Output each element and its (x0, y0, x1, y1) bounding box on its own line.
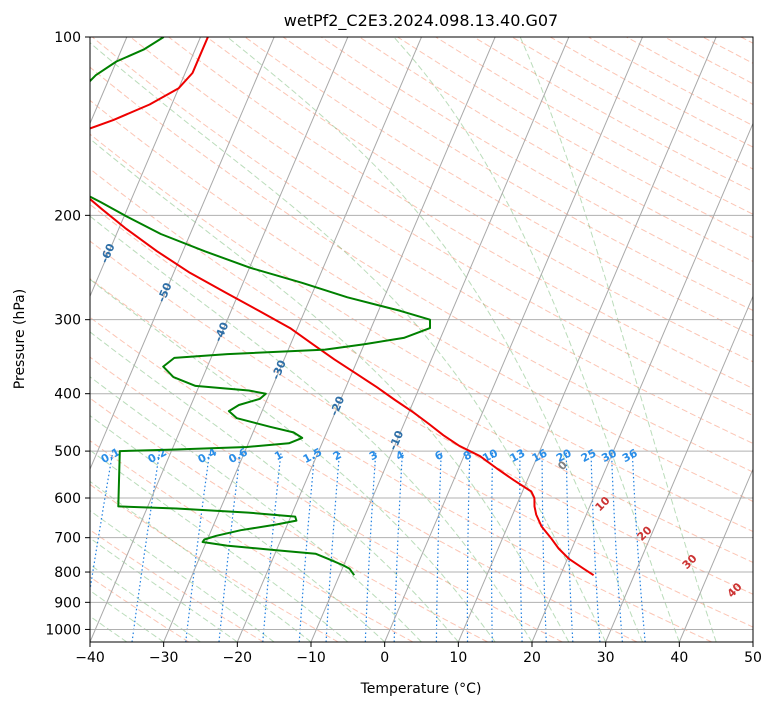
isotherm-line (163, 37, 422, 642)
mixing-ratio-line (90, 450, 114, 594)
moist-adiabat (90, 589, 164, 642)
x-tick-label: 50 (744, 650, 762, 666)
isotherm-line (605, 295, 753, 642)
chart-title: wetPf2_C2E3.2024.098.13.40.G07 (284, 11, 558, 31)
moist-adiabat (90, 480, 312, 642)
isobars (90, 37, 753, 630)
mixing-ratio-line (631, 451, 646, 642)
x-tick-label: 0 (380, 650, 389, 666)
y-tick-label: 700 (54, 531, 81, 547)
isotherm-line (678, 467, 753, 642)
dry-adiabat (90, 483, 339, 642)
dewpoint-profile-line (90, 37, 431, 576)
moist-adiabat (90, 331, 459, 642)
x-tick-label: 20 (523, 650, 541, 666)
y-tick-label: 400 (54, 387, 81, 403)
x-axis: −40 −30 −20 −10 0 10 20 30 40 50 (75, 642, 762, 666)
y-tick-label: 200 (54, 208, 81, 224)
isotherm-line (90, 37, 349, 642)
isotherm-line (90, 37, 275, 471)
moist-adiabat (90, 415, 386, 642)
x-tick-label: 10 (449, 650, 467, 666)
y-axis: 100 200 300 400 500 600 700 800 900 1000 (45, 30, 90, 638)
x-tick-label: 30 (597, 650, 615, 666)
y-tick-label: 900 (54, 595, 81, 611)
y-tick-label: 600 (54, 491, 81, 507)
isotherms (90, 37, 753, 642)
x-tick-label: 40 (670, 650, 688, 666)
dry-adiabat (90, 316, 638, 642)
dry-adiabat (90, 203, 753, 595)
mixing-ratio-label: 30 (599, 446, 619, 465)
moist-adiabat (90, 278, 496, 642)
mixing-ratio-label: 16 (530, 446, 550, 465)
x-tick-label: −40 (75, 650, 105, 666)
y-tick-label: 1000 (45, 622, 81, 638)
dry-adiabat (90, 356, 563, 642)
profile-series (90, 37, 595, 577)
y-tick-label: 500 (54, 444, 81, 460)
plot-frame (89, 36, 754, 643)
moist-adiabat (90, 215, 533, 642)
dry-adiabat (282, 37, 753, 312)
dry-adiabat (90, 66, 753, 473)
moist-adiabat (393, 37, 680, 642)
moist-adiabats (90, 37, 717, 642)
moist-adiabat (90, 138, 570, 642)
isotherm-line (531, 122, 753, 642)
isotherm-line (90, 37, 201, 298)
x-tick-label: −20 (223, 650, 253, 666)
moist-adiabat (90, 537, 238, 642)
mixing-ratio-line (298, 451, 316, 642)
temperature-profile-line (90, 37, 595, 577)
mixing-ratio-label: 13 (508, 446, 528, 465)
mixing-ratio-line (185, 451, 211, 642)
x-tick-label: −30 (149, 650, 179, 666)
dry-adiabat (90, 240, 753, 628)
mixing-ratio-label: 20 (554, 446, 574, 465)
plot-area: -100-90-80-70-60-50-40-30-20-100.10.20.4… (90, 37, 753, 642)
y-tick-label: 100 (54, 30, 81, 46)
moist-adiabat (519, 37, 717, 642)
dry-adiabat (90, 397, 488, 642)
isotherm-line (384, 37, 643, 642)
moist-adiabat (90, 376, 422, 642)
dry-adiabat (206, 37, 753, 363)
isotherm-line (236, 37, 496, 642)
moist-adiabat (90, 564, 201, 642)
mixing-ratio-label: 25 (579, 446, 599, 465)
x-axis-label: Temperature (°C) (360, 681, 482, 697)
dry-adiabat (90, 576, 190, 642)
mixing-ratio-line (262, 451, 282, 642)
moist-adiabat (227, 37, 643, 642)
isotherm-line (310, 37, 570, 642)
y-tick-label: 300 (54, 313, 81, 329)
x-tick-label: −10 (296, 650, 326, 666)
moist-adiabat (90, 449, 349, 642)
moist-adiabat (90, 42, 607, 642)
y-axis-label: Pressure (hPa) (12, 289, 28, 389)
mixing-ratio-line (218, 451, 242, 642)
dry-adiabat (130, 37, 753, 417)
dry-adiabat (90, 168, 753, 563)
isotherm-line (457, 37, 717, 642)
mixing-ratio-label: 36 (620, 446, 640, 465)
y-tick-label: 800 (54, 565, 81, 581)
